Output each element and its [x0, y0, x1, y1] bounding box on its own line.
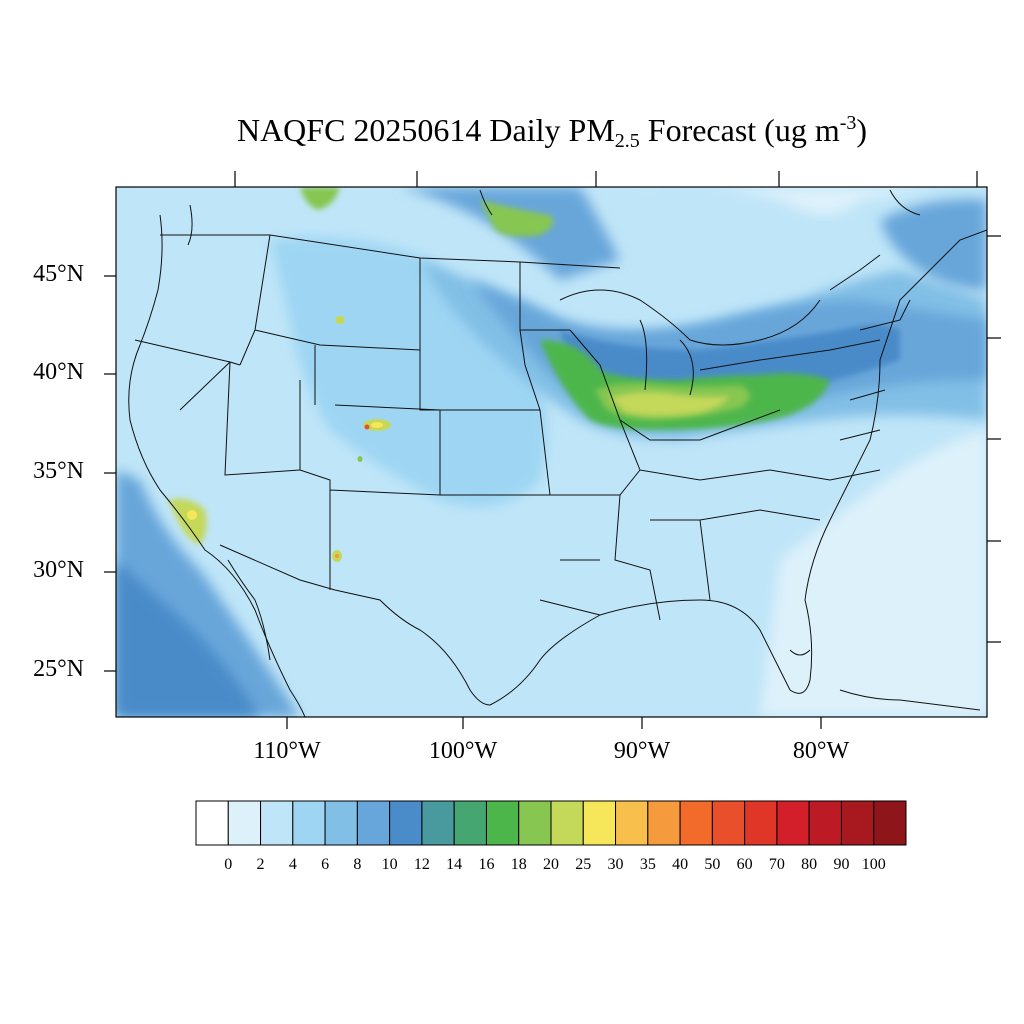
colorbar [195, 800, 907, 846]
colorbar-tick-label: 35 [639, 856, 656, 873]
colorbar-box-4 [324, 800, 358, 846]
colorbar-tick-label: 90 [833, 856, 850, 873]
lat-label-35: 35°N [33, 458, 84, 484]
colorbar-tick-label: 12 [413, 856, 430, 873]
colorbar-tick-label: 0 [224, 856, 233, 873]
lat-label-40: 40°N [33, 359, 84, 385]
colorbar-tick-label: 16 [478, 856, 495, 873]
colorbar-tick-label: 50 [704, 856, 721, 873]
colorbar-tick-label: 14 [446, 856, 463, 873]
colorbar-tick-label: 30 [607, 856, 624, 873]
colorbar-box-13 [615, 800, 649, 846]
colorbar-tick-label: 70 [768, 856, 785, 873]
lat-label-45: 45°N [33, 261, 84, 287]
colorbar-box-5 [356, 800, 391, 846]
colorbar-box-3 [292, 800, 326, 846]
colorbar-box-19 [808, 800, 842, 846]
colorbar-tick-label: 18 [510, 856, 527, 873]
colorbar-tick-label: 40 [672, 856, 689, 873]
colorbar-tick-label: 80 [801, 856, 818, 873]
colorbar-tick-label: 60 [736, 856, 753, 873]
colorbar-tick-label: 100 [861, 856, 886, 873]
colorbar-box-12 [582, 800, 617, 846]
colorbar-tick-label: 20 [543, 856, 559, 873]
lon-label-80w: 80°W [792, 738, 850, 764]
colorbar-box-14 [647, 800, 681, 846]
lon-label-90w: 90°W [613, 738, 671, 764]
colorbar-tick-label: 10 [381, 856, 398, 873]
colorbar-box-10 [518, 800, 552, 846]
colorbar-box-0 [195, 800, 229, 846]
map-frame [115, 186, 988, 718]
colorbar-box-17 [744, 800, 778, 846]
lon-label-100w: 100°W [428, 738, 498, 764]
colorbar-box-20 [840, 800, 875, 846]
colorbar-box-15 [679, 800, 713, 846]
lon-label-110w: 110°W [253, 738, 321, 764]
colorbar-box-7 [421, 800, 455, 846]
coastline-and-state-boundaries [128, 189, 987, 717]
colorbar-tick-label: 8 [353, 856, 362, 873]
colorbar-tick-label: 2 [256, 856, 265, 873]
colorbar-tick-label: 25 [575, 856, 592, 873]
colorbar-box-1 [227, 800, 262, 846]
lat-label-25: 25°N [33, 656, 84, 682]
concentration-field [116, 187, 987, 717]
colorbar-box-18 [776, 800, 810, 846]
colorbar-box-2 [260, 800, 294, 846]
colorbar-tick-label: 6 [321, 856, 330, 873]
colorbar-box-11 [550, 800, 584, 846]
axis-ticks [104, 171, 1001, 729]
colorbar-box-16 [711, 800, 746, 846]
map-title: NAQFC 20250614 Daily PM2.5 Forecast (ug … [236, 112, 868, 152]
colorbar-box-8 [453, 800, 487, 846]
colorbar-box-9 [485, 800, 520, 846]
colorbar-tick-label: 4 [288, 856, 297, 873]
lat-label-30: 30°N [33, 557, 84, 583]
colorbar-box-21 [873, 800, 907, 846]
colorbar-box-6 [389, 800, 423, 846]
